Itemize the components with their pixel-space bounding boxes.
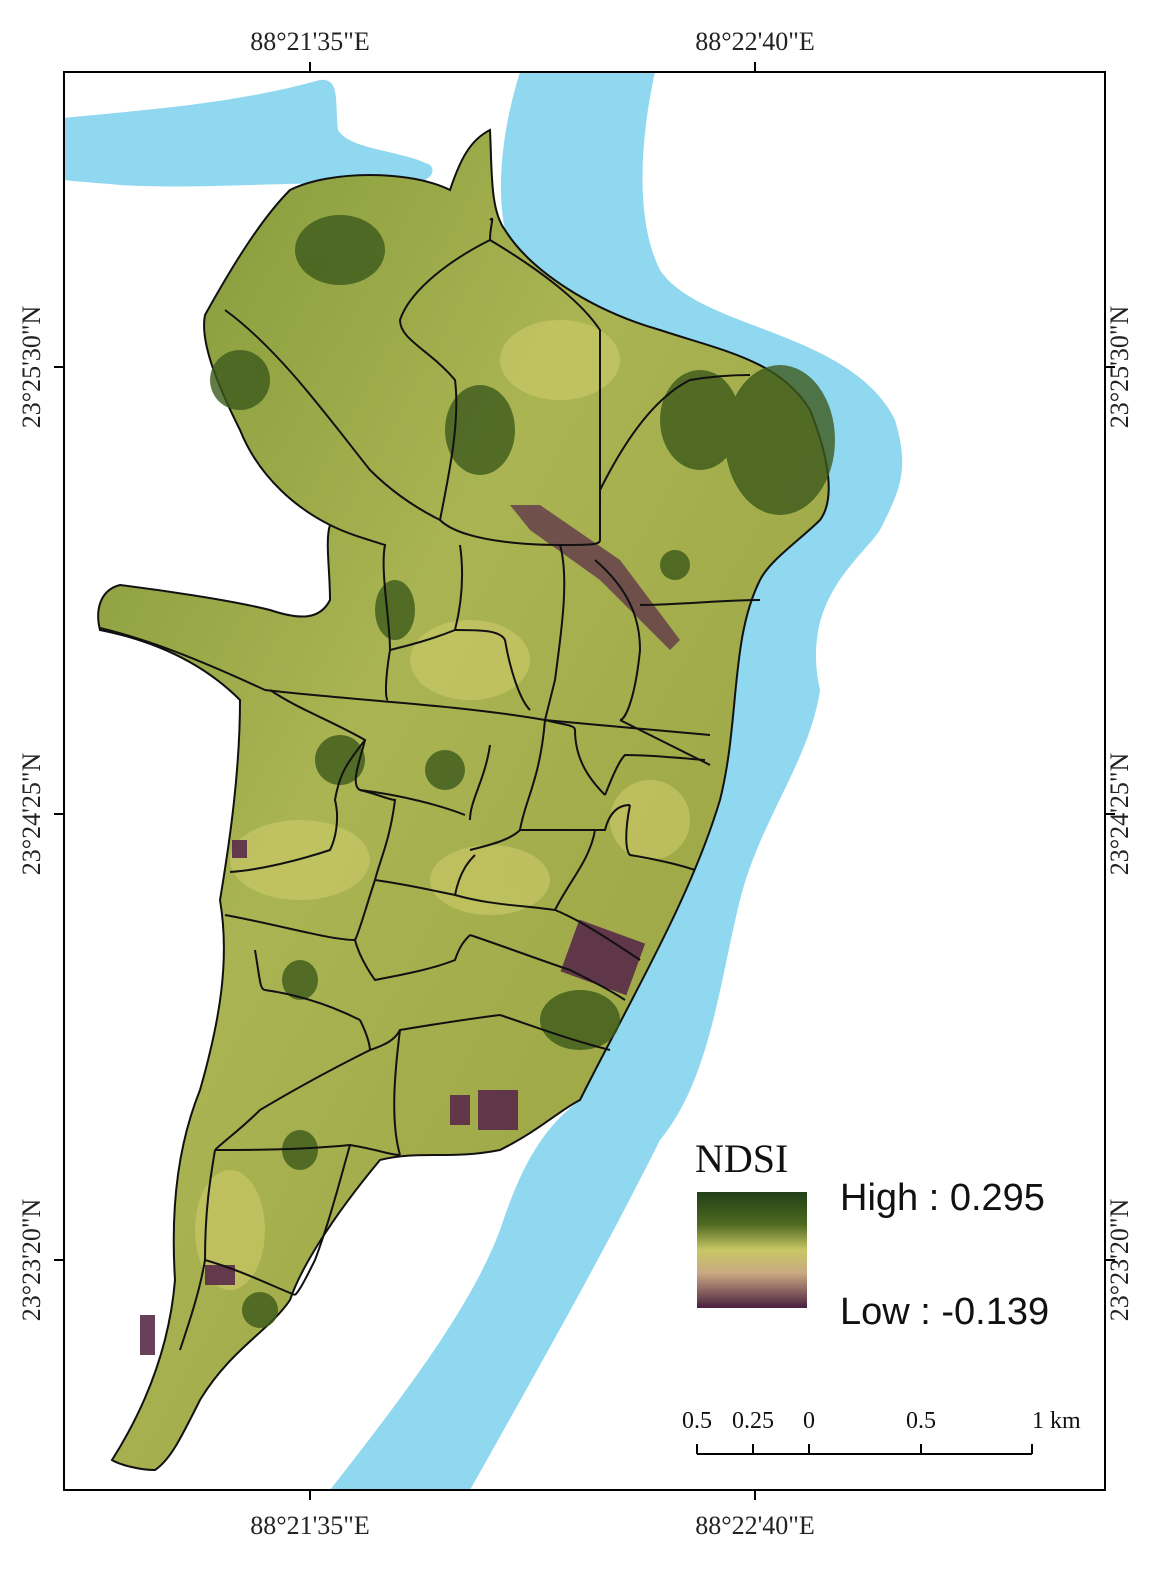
ward-boundaries [99, 217, 761, 1351]
graticule-ticks [54, 62, 1115, 1500]
left-lat-label-1: 23°25'30"N [17, 306, 46, 429]
right-lat-label-3: 23°23'20"N [1105, 1199, 1134, 1322]
legend-color-ramp [697, 1192, 807, 1308]
legend-title: NDSI [695, 1136, 788, 1181]
map-frame [63, 71, 1106, 1491]
legend-high-label: High : 0.295 [840, 1177, 1045, 1219]
top-lon-label-1: 88°21'35"E [250, 27, 370, 56]
left-lat-label-2: 23°24'25"N [17, 753, 46, 876]
legend-low-label: Low : -0.139 [840, 1291, 1049, 1333]
bottom-lon-label-2: 88°22'40"E [695, 1511, 815, 1540]
left-lat-label-3: 23°23'20"N [17, 1199, 46, 1322]
scale-label-0-5-left: 0.5 [682, 1408, 712, 1434]
scale-label-0-5: 0.5 [906, 1408, 936, 1434]
right-lat-label-2: 23°24'25"N [1105, 753, 1134, 876]
river [64, 72, 903, 1490]
top-lon-label-2: 88°22'40"E [695, 27, 815, 56]
legend: NDSI High : 0.295 Low : -0.139 [695, 1136, 1049, 1333]
municipal-area [97, 128, 835, 1472]
mid-ndsi-patches [195, 320, 690, 1290]
scale-label-0: 0 [803, 1408, 815, 1434]
right-lat-label-1: 23°25'30"N [1105, 306, 1134, 429]
scale-label-1-km: 1 km [1032, 1408, 1081, 1434]
river-backwater [64, 79, 433, 187]
scale-bar: 0.5 0.25 0 0.5 1 km [682, 1408, 1081, 1455]
river-channel [330, 72, 903, 1490]
bottom-lon-label-1: 88°21'35"E [250, 1511, 370, 1540]
scale-label-0-25: 0.25 [732, 1408, 774, 1434]
scale-bar-line [696, 1444, 1033, 1455]
land-surface [97, 128, 830, 1472]
